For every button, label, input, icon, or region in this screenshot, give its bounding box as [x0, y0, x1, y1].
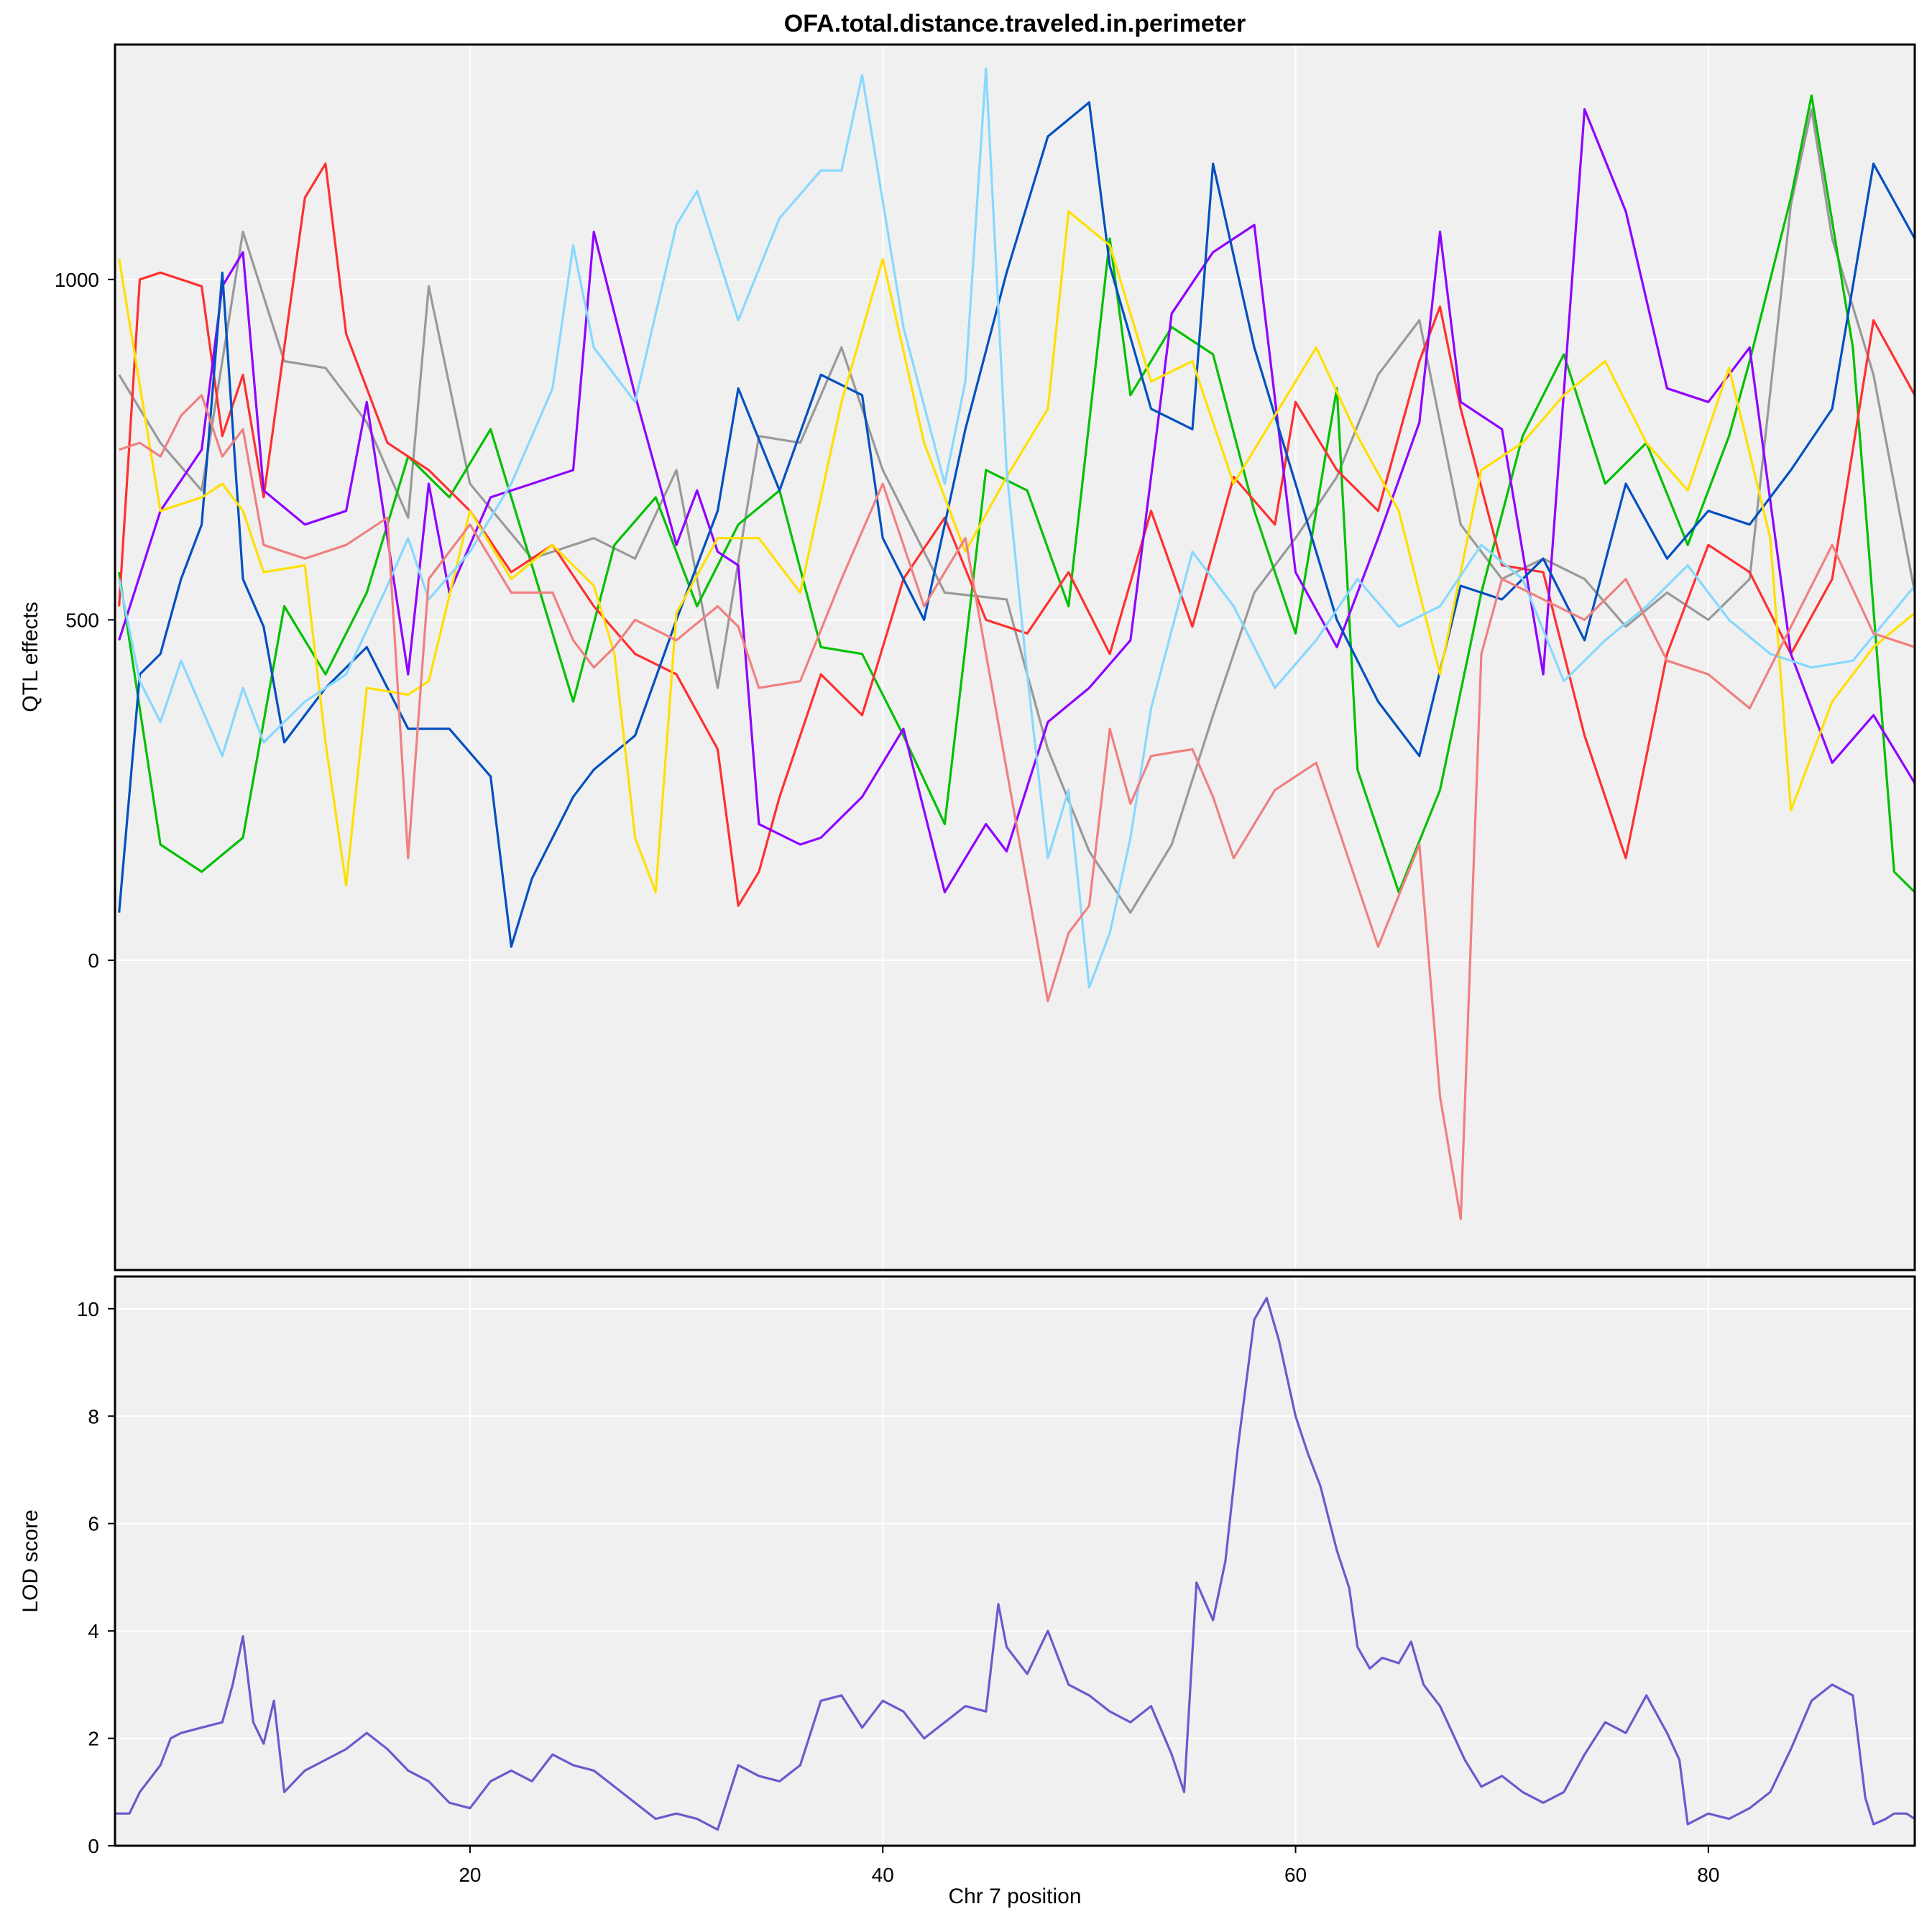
lod-panel: 0 2 4 6 8 10 20 40 60 80 LOD score — [19, 1275, 1916, 1886]
qtl-effects-series-line-5 — [118, 101, 1916, 948]
qtl-effects-y-tick-label: 0 — [88, 949, 99, 972]
lod-y-tick-label: 6 — [88, 1513, 99, 1535]
qtl-effects-series-line-8 — [119, 394, 1915, 1220]
qtl-effects-series-line-2 — [118, 94, 1916, 893]
qtl-effects-series-line-3 — [118, 162, 1916, 907]
lod-y-tick-label: 0 — [88, 1835, 99, 1857]
qtl-effects-y-label: QTL effects — [19, 602, 42, 712]
lod-y-tick-label: 8 — [88, 1405, 99, 1427]
lod-series-line-1 — [115, 1297, 1915, 1831]
qtl-effects-series-line-7 — [118, 67, 1916, 989]
lod-y-tick-label: 4 — [88, 1620, 99, 1642]
qtl-effects-y-ticks: 0 500 1000 — [55, 269, 115, 972]
lod-lines — [115, 1297, 1915, 1831]
qtl-effects-series-line-4 — [118, 108, 1916, 893]
qtl-effects-y-tick-label: 1000 — [55, 269, 99, 291]
x-tick-label: 80 — [1697, 1864, 1719, 1886]
x-tick-label: 20 — [459, 1864, 481, 1886]
qtl-effects-y-tick-label: 500 — [65, 609, 99, 631]
qtl-effects-series-line-6 — [118, 210, 1916, 893]
lod-y-ticks: 0 2 4 6 8 10 — [77, 1298, 115, 1857]
x-axis-ticks: 20 40 60 80 — [459, 1846, 1719, 1886]
qtl-effects-lines — [118, 67, 1916, 1220]
qtl-effects-plot-area — [115, 45, 1915, 1270]
qtl-effects-frame — [114, 43, 1916, 1271]
lod-frame — [114, 1275, 1916, 1847]
x-tick-label: 60 — [1284, 1864, 1307, 1886]
x-axis-label: Chr 7 position — [948, 1885, 1081, 1908]
x-tick-label: 40 — [872, 1864, 894, 1886]
lod-y-label: LOD score — [19, 1509, 42, 1612]
lod-plot-area — [115, 1276, 1915, 1846]
qtl-effects-panel: 0 500 1000 QTL effects — [19, 43, 1916, 1271]
lod-y-tick-label: 10 — [77, 1298, 99, 1320]
plot-title: OFA.total.distance.traveled.in.perimeter — [784, 10, 1246, 37]
lod-y-tick-label: 2 — [88, 1728, 99, 1750]
